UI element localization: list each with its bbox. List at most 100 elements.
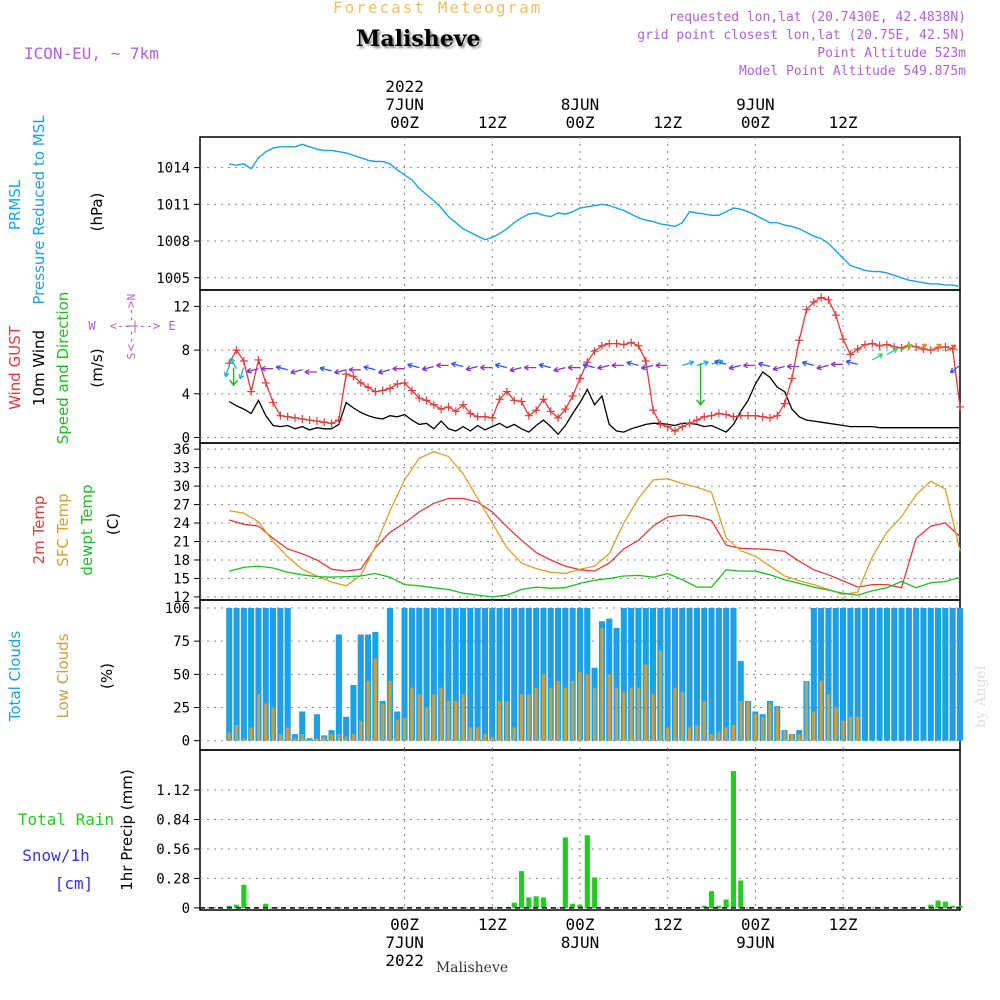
pressure-label-1: PRMSL <box>6 179 24 230</box>
gust-marker <box>364 383 373 392</box>
low-cloud-bar <box>578 671 582 741</box>
low-cloud-bar <box>644 665 648 741</box>
gust-marker <box>466 409 475 418</box>
total-cloud-bar <box>956 608 963 741</box>
total-clouds-label: Total Clouds <box>6 631 24 723</box>
gust-marker <box>627 338 636 347</box>
low-cloud-bar <box>498 700 502 741</box>
wind-direction-arrow <box>275 364 288 371</box>
y-tick-label: 8 <box>182 343 190 359</box>
rain-bar <box>526 897 532 908</box>
gust-marker <box>554 413 563 422</box>
y-tick-label: 0 <box>182 431 190 447</box>
low-cloud-bar <box>395 719 399 741</box>
low-cloud-bar <box>819 681 823 741</box>
total-cloud-bar <box>913 608 920 741</box>
total-cloud-bar <box>942 608 949 741</box>
rain-bar <box>263 903 269 908</box>
y-tick-label: 0.28 <box>156 871 190 887</box>
low-cloud-bar <box>344 736 348 741</box>
gust-marker <box>386 384 394 393</box>
total-cloud-bar <box>840 608 847 741</box>
gust-marker <box>532 406 541 415</box>
total-cloud-bar <box>613 627 620 741</box>
pressure-unit: (hPa) <box>88 193 106 232</box>
bottom-axis-hour: 12Z <box>478 915 507 934</box>
low-cloud-bar <box>680 691 684 741</box>
rose-south: S <box>125 353 138 360</box>
gust-marker <box>451 407 460 416</box>
low-cloud-bar <box>454 700 458 741</box>
low-cloud-bar <box>812 711 816 741</box>
low-cloud-bar <box>622 691 626 741</box>
gust-marker <box>583 358 592 367</box>
total-cloud-bar <box>460 608 467 741</box>
gust-marker <box>232 346 241 355</box>
total-cloud-bar <box>876 608 883 741</box>
gust-marker <box>597 341 606 350</box>
low-cloud-bar <box>673 687 677 741</box>
y-tick-label: 21 <box>173 535 190 551</box>
total-cloud-bar <box>927 608 934 741</box>
gust-marker <box>722 410 731 419</box>
bottom-axis-hour: 00Z <box>566 915 595 934</box>
wind-dir-label: Speed and Direction <box>54 292 72 445</box>
gust-marker <box>539 395 548 404</box>
gust-marker <box>422 396 431 405</box>
rain-bar <box>709 891 715 908</box>
total-cloud-bar <box>416 608 423 741</box>
wind-direction-arrow <box>407 362 420 369</box>
wind-direction-arrow <box>392 365 405 372</box>
rain-bar <box>533 896 539 908</box>
gust-marker <box>817 293 826 302</box>
gust-marker <box>861 340 869 349</box>
total-cloud-bar <box>832 608 839 741</box>
low-cloud-bar <box>322 736 326 741</box>
bottom-axis-hour: 12Z <box>829 915 858 934</box>
low-cloud-bar <box>308 739 312 741</box>
gust-marker <box>576 374 584 383</box>
wind-direction-arrow <box>450 361 464 368</box>
gust-marker <box>926 346 935 355</box>
wind-direction-arrow <box>334 368 347 375</box>
gust-marker <box>656 420 665 429</box>
dew-label: dewpt Temp <box>78 484 96 575</box>
low-cloud-bar <box>541 674 546 741</box>
rain-bar <box>950 905 956 908</box>
gust-marker <box>853 345 862 354</box>
rain-bar <box>928 904 934 908</box>
y-tick-label: 15 <box>173 571 190 587</box>
low-cloud-bar <box>468 727 472 741</box>
wind-direction-arrow <box>538 362 551 369</box>
wind-speed-line <box>228 371 960 436</box>
total-cloud-bar <box>357 634 364 741</box>
y-tick-label: 0.84 <box>156 812 190 828</box>
low-cloud-bar <box>753 714 757 741</box>
y-tick-label: 27 <box>173 498 190 514</box>
top-axis-date: 8JUN <box>561 95 600 114</box>
total-cloud-bar <box>861 608 868 741</box>
gust-marker <box>481 412 489 421</box>
wind-direction-arrow <box>348 366 361 373</box>
total-cloud-bar <box>496 608 503 741</box>
total-cloud-bar <box>701 608 708 741</box>
gust-marker <box>868 339 877 348</box>
footer-location: Malisheve <box>436 960 508 976</box>
y-tick-label: 30 <box>173 479 190 495</box>
low-cloud-bar <box>556 681 560 741</box>
low-cloud-bar <box>388 681 392 741</box>
gust-marker <box>956 402 964 411</box>
wind-direction-arrow <box>611 362 624 369</box>
total-cloud-bar <box>248 608 255 741</box>
low-cloud-bar <box>476 727 480 741</box>
rain-label: Total Rain <box>18 810 114 829</box>
gust-marker <box>736 411 745 420</box>
low-cloud-bar <box>856 716 860 741</box>
total-cloud-bar <box>949 608 956 741</box>
total-cloud-bar <box>489 608 496 741</box>
gust-marker <box>649 406 658 415</box>
total-cloud-bar <box>635 608 642 741</box>
low-cloud-bar <box>666 727 670 741</box>
gust-marker <box>239 357 248 366</box>
wind-direction-arrow <box>229 367 239 387</box>
